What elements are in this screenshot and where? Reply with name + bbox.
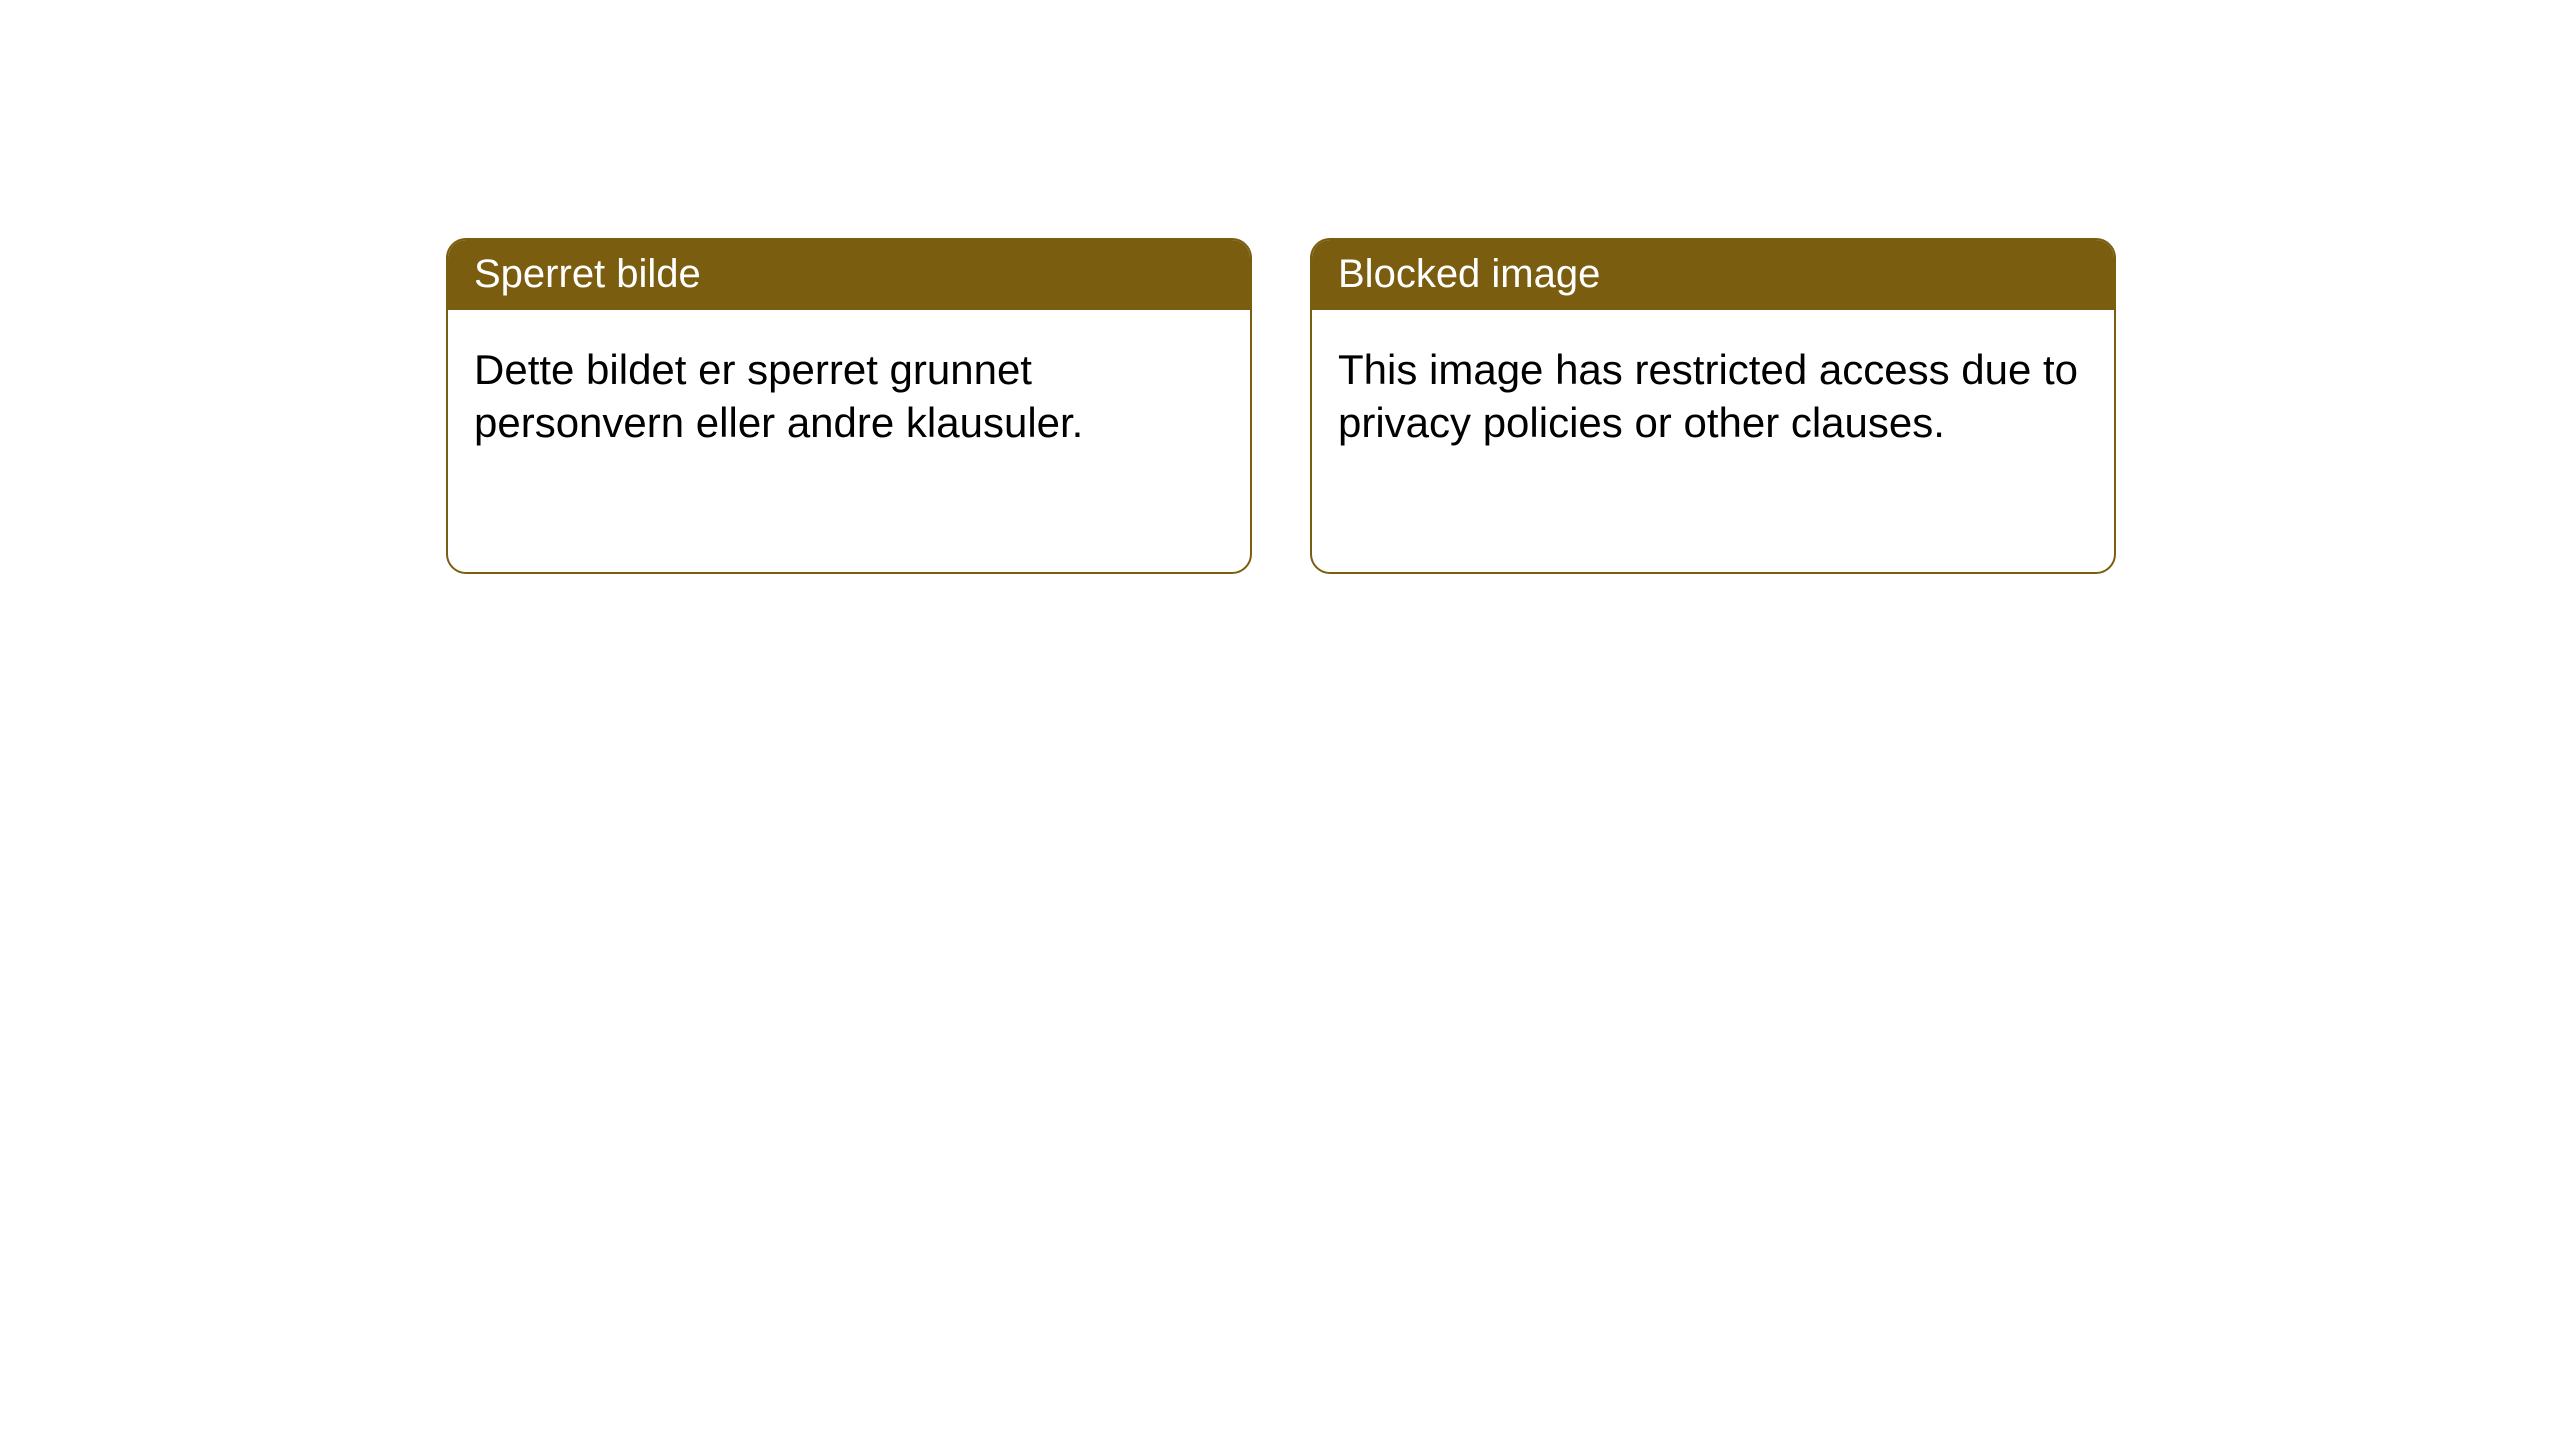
card-body-text: Dette bildet er sperret grunnet personve…	[474, 346, 1083, 446]
blocked-image-card-en: Blocked image This image has restricted …	[1310, 238, 2116, 574]
card-container: Sperret bilde Dette bildet er sperret gr…	[0, 0, 2560, 574]
card-body: Dette bildet er sperret grunnet personve…	[448, 310, 1250, 475]
card-title: Sperret bilde	[474, 252, 701, 296]
card-body: This image has restricted access due to …	[1312, 310, 2114, 475]
card-body-text: This image has restricted access due to …	[1338, 346, 2078, 446]
card-title: Blocked image	[1338, 252, 1600, 296]
card-header: Sperret bilde	[448, 240, 1250, 310]
blocked-image-card-no: Sperret bilde Dette bildet er sperret gr…	[446, 238, 1252, 574]
card-header: Blocked image	[1312, 240, 2114, 310]
